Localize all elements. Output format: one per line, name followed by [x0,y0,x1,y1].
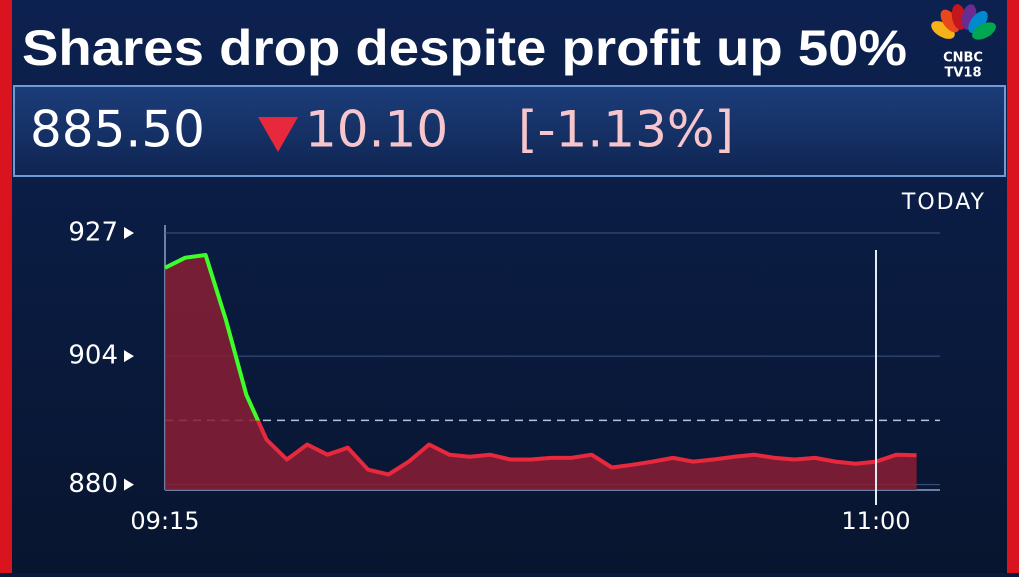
y-tick-label: 927 [68,218,118,248]
tick-mark [124,350,134,363]
x-tick-label: 09:15 [130,507,199,535]
period-label: TODAY [901,190,986,215]
y-tick-label: 880 [68,469,118,499]
logo: CNBC TV18 [931,4,996,81]
right-border [1007,0,1019,573]
area [165,255,917,490]
x-tick-label: 11:00 [841,507,910,535]
tick-mark [124,478,134,491]
price: 885.50 [30,101,205,159]
change: 10.10 [305,101,448,159]
price-bar [13,85,1006,177]
down-arrow [258,117,298,152]
left-border [0,0,12,573]
logo-text: CNBC [943,51,983,66]
logo-text: TV18 [944,66,981,81]
y-tick-label: 904 [68,341,118,371]
price-line [164,253,917,477]
tick-mark [124,227,134,240]
change-pct: [-1.13%] [518,101,734,159]
headline: Shares drop despite profit up 50% [22,20,907,76]
